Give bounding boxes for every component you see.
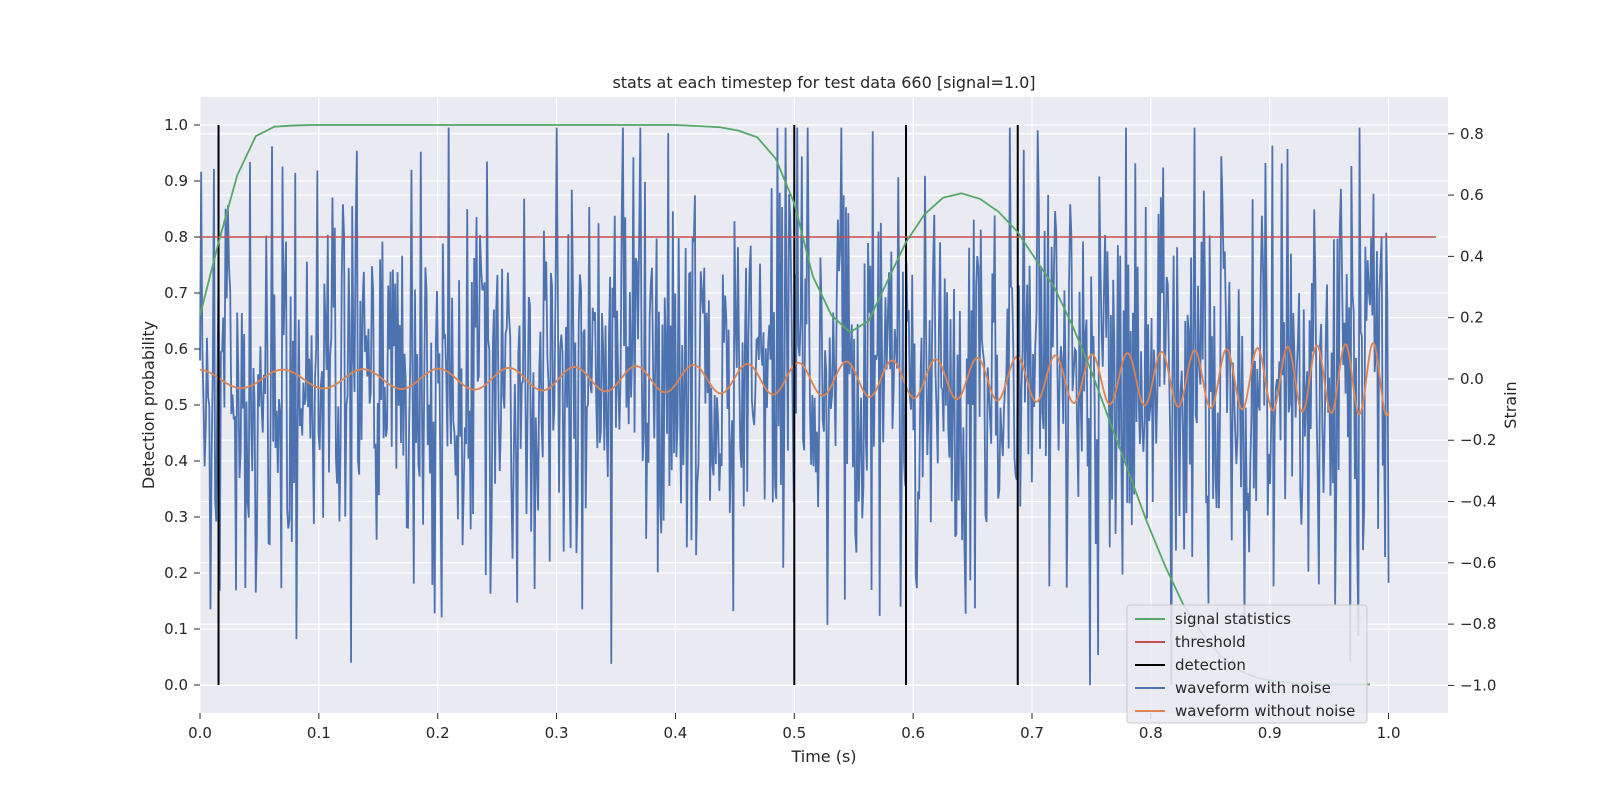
x-tick-label: 0.0 bbox=[188, 724, 212, 742]
y-tick-label: 0.3 bbox=[164, 508, 188, 526]
y-tick-label: 0.9 bbox=[164, 172, 188, 190]
y-tick-label: 1.0 bbox=[164, 116, 188, 134]
x-tick-label: 0.7 bbox=[1020, 724, 1044, 742]
y-tick-label: 0.4 bbox=[164, 452, 188, 470]
left-axis: 0.0 0.1 0.2 0.3 0.4 0.5 0.6 0.7 0.8 0.9 1.0 bbox=[164, 116, 200, 694]
legend-label: threshold bbox=[1175, 633, 1246, 651]
x-axis-label: Time (s) bbox=[790, 747, 856, 766]
y2-tick-label: 0.2 bbox=[1460, 309, 1484, 327]
x-tick-label: 0.4 bbox=[663, 724, 687, 742]
y2-tick-label: −0.4 bbox=[1460, 493, 1496, 511]
y-tick-label: 0.2 bbox=[164, 564, 188, 582]
x-tick-label: 0.5 bbox=[782, 724, 806, 742]
y-tick-label: 0.0 bbox=[164, 676, 188, 694]
right-axis: −1.0 −0.8 −0.6 −0.4 −0.2 0.0 0.2 0.4 0.6 0.8 bbox=[1448, 125, 1496, 694]
x-tick-label: 0.6 bbox=[901, 724, 925, 742]
legend-label: waveform with noise bbox=[1175, 679, 1331, 697]
legend-label: signal statistics bbox=[1175, 610, 1291, 628]
x-tick-label: 0.3 bbox=[545, 724, 569, 742]
y-axis-label: Detection probability bbox=[139, 321, 158, 489]
x-tick-label: 0.1 bbox=[307, 724, 331, 742]
y2-tick-label: −0.8 bbox=[1460, 615, 1496, 633]
x-tick-label: 0.8 bbox=[1139, 724, 1163, 742]
y2-tick-label: 0.6 bbox=[1460, 186, 1484, 204]
legend: signal statistics threshold detection wavef… bbox=[1126, 604, 1368, 724]
y2-tick-label: 0.4 bbox=[1460, 247, 1484, 265]
bottom-axis: 0.0 0.1 0.2 0.3 0.4 0.5 0.6 0.7 0.8 0.9 1.0 bbox=[188, 713, 1401, 742]
legend-box bbox=[1126, 604, 1368, 724]
y-tick-label: 0.6 bbox=[164, 340, 188, 358]
y2-tick-label: −0.6 bbox=[1460, 554, 1496, 572]
y-tick-label: 0.1 bbox=[164, 620, 188, 638]
x-tick-label: 1.0 bbox=[1377, 724, 1401, 742]
y2-tick-label: 0.0 bbox=[1460, 370, 1484, 388]
x-tick-label: 0.9 bbox=[1258, 724, 1282, 742]
y2-tick-label: −1.0 bbox=[1460, 676, 1496, 694]
y-tick-label: 0.7 bbox=[164, 284, 188, 302]
chart-title: stats at each timestep for test data 660… bbox=[612, 73, 1035, 92]
y2-tick-label: −0.2 bbox=[1460, 431, 1496, 449]
y2-axis-label: Strain bbox=[1501, 381, 1520, 428]
legend-label: detection bbox=[1175, 656, 1246, 674]
y-tick-label: 0.5 bbox=[164, 396, 188, 414]
legend-label: waveform without noise bbox=[1175, 702, 1355, 720]
y-tick-label: 0.8 bbox=[164, 228, 188, 246]
y2-tick-label: 0.8 bbox=[1460, 125, 1484, 143]
x-tick-label: 0.2 bbox=[426, 724, 450, 742]
